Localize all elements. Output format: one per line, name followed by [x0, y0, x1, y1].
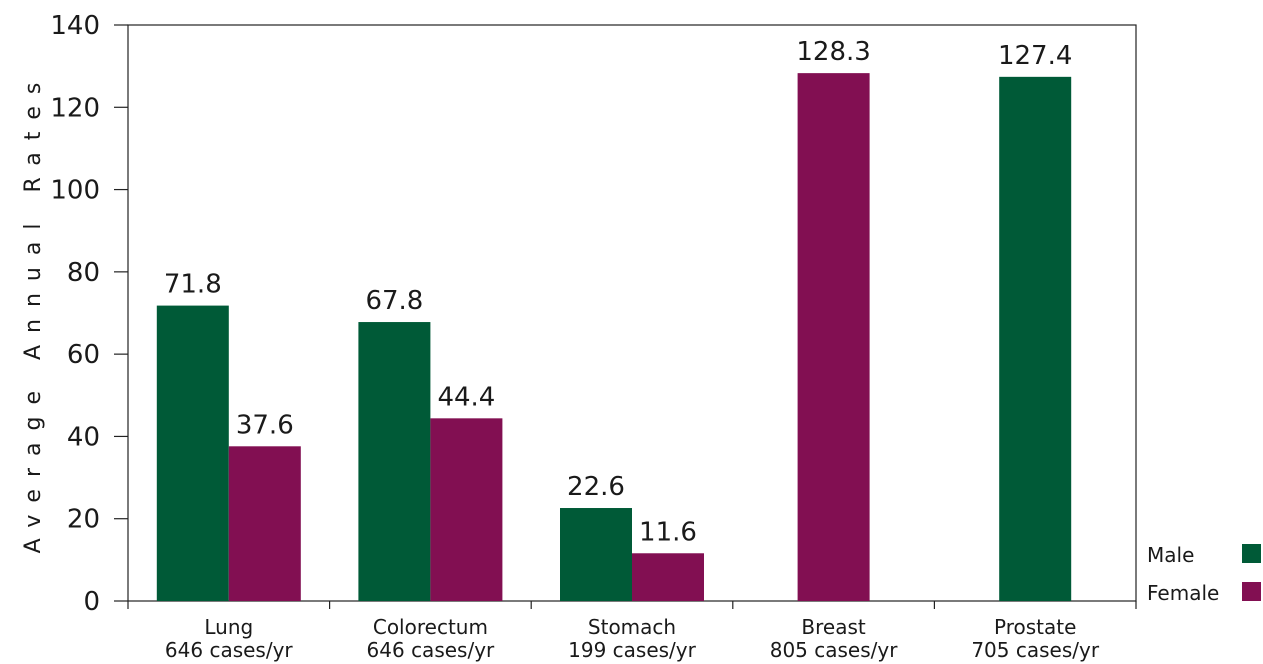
- bar-female-lung: [228, 446, 301, 601]
- x-category-cases: 805 cases/yr: [770, 638, 899, 662]
- data-label: 11.6: [639, 517, 697, 547]
- x-category-cases: 199 cases/yr: [568, 638, 697, 662]
- bar-female-breast: [797, 73, 870, 601]
- x-category-label: Colorectum: [373, 615, 488, 639]
- y-tick-label: 60: [67, 340, 100, 370]
- legend-label-female: Female: [1147, 581, 1219, 605]
- x-category-label: Lung: [204, 615, 253, 639]
- y-tick-label: 40: [67, 422, 100, 452]
- data-label: 37.6: [236, 410, 294, 440]
- bars: [156, 73, 1072, 602]
- axes: 0 20 40 60 80 100 120 140: [50, 11, 1137, 617]
- x-category-cases: 646 cases/yr: [367, 638, 496, 662]
- data-label: 71.8: [164, 270, 222, 300]
- y-tick-label: 140: [50, 11, 100, 41]
- data-label: 128.3: [796, 37, 870, 67]
- legend-label-male: Male: [1147, 543, 1194, 567]
- bar-male-colorectum: [358, 322, 431, 601]
- legend: Male Female: [1147, 543, 1261, 605]
- data-label: 22.6: [567, 472, 625, 502]
- data-label: 67.8: [365, 286, 423, 316]
- y-tick-label: 100: [50, 176, 100, 206]
- y-tick-label: 20: [67, 505, 100, 535]
- legend-swatch-male: [1242, 544, 1261, 563]
- data-label: 127.4: [998, 41, 1072, 71]
- y-tick-label: 0: [83, 587, 100, 617]
- bar-male-prostate: [999, 76, 1072, 602]
- x-category-label: Prostate: [994, 615, 1076, 639]
- y-tick-label: 120: [50, 93, 100, 123]
- x-category-cases: 705 cases/yr: [971, 638, 1100, 662]
- data-label: 44.4: [437, 382, 495, 412]
- bar-female-stomach: [632, 553, 704, 601]
- y-tick-label: 80: [67, 258, 100, 288]
- bar-male-lung: [156, 305, 229, 601]
- x-category-cases: 646 cases/yr: [165, 638, 294, 662]
- bar-female-colorectum: [430, 418, 503, 601]
- x-category-label: Breast: [801, 615, 865, 639]
- legend-swatch-female: [1242, 582, 1261, 601]
- x-category-label: Stomach: [588, 615, 676, 639]
- y-axis-label: Average Annual Rates: [21, 71, 46, 554]
- bar-male-stomach: [560, 508, 632, 601]
